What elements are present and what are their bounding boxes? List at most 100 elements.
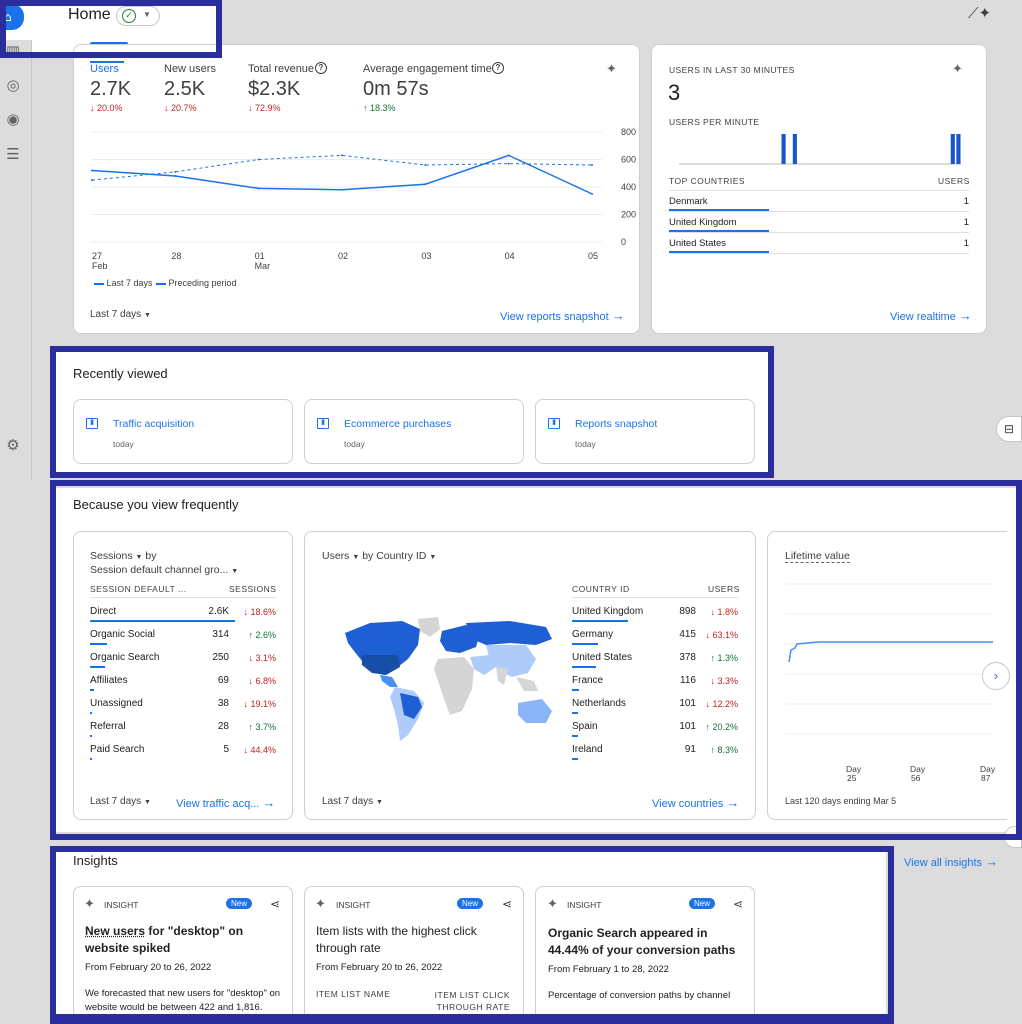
realtime-country-name[interactable]: United Kingdom <box>669 217 737 228</box>
realtime-users-header: USERS <box>938 176 970 186</box>
countries-row-delta: ↓ 63.1% <box>705 630 738 640</box>
map-asia <box>486 645 536 677</box>
help-icon[interactable]: ? <box>492 62 504 74</box>
sessions-row-label[interactable]: Direct <box>90 606 117 617</box>
countries-row-label[interactable]: United States <box>572 652 633 663</box>
separator <box>669 232 969 233</box>
recent-card[interactable] <box>535 399 755 464</box>
countries-row-label[interactable]: Netherlands <box>572 698 626 709</box>
share-icon[interactable]: ⋖ <box>270 897 281 911</box>
recent-card[interactable] <box>304 399 524 464</box>
arrow-right-icon: → <box>726 795 740 810</box>
sessions-row-label[interactable]: Affiliates <box>90 675 128 686</box>
view-countries-link[interactable]: View countries → <box>652 795 739 810</box>
reports-icon[interactable]: ▥ <box>5 42 21 60</box>
x-tick-label: 27 <box>92 251 102 261</box>
countries-row-label[interactable]: United Kingdom <box>572 606 644 617</box>
ltv-x-tick-top: Day <box>910 764 926 774</box>
feedback-icon[interactable]: ⊟ <box>996 416 1022 442</box>
series-point <box>174 175 177 177</box>
explore-icon[interactable]: ◎ <box>6 76 20 94</box>
sessions-row-label[interactable]: Organic Social <box>90 629 156 640</box>
countries-row-label[interactable]: Germany <box>572 629 614 640</box>
arrow-right-icon: → <box>262 795 276 810</box>
recent-card[interactable] <box>73 399 293 464</box>
next-card-button[interactable]: › <box>982 662 1010 690</box>
view-all-insights-link[interactable]: View all insights → <box>904 854 998 869</box>
series-current-line <box>91 154 593 195</box>
realtime-title: USERS IN LAST 30 MINUTES <box>669 65 795 75</box>
realtime-country-name[interactable]: United States <box>669 238 727 249</box>
sessions-row-label[interactable]: Unassigned <box>90 698 143 709</box>
sessions-row-label[interactable]: Organic Search <box>90 652 160 663</box>
countries-metric-dropdown[interactable]: Users ▼ by Country ID ▼ <box>322 550 436 562</box>
chevron-down-icon: ▼ <box>143 10 151 19</box>
view-realtime-link[interactable]: View realtime → <box>890 308 972 323</box>
insight-card-organic-search[interactable] <box>535 886 755 1024</box>
insight-body: Percentage of conversion paths by channe… <box>548 990 731 1001</box>
map-usa <box>362 655 400 675</box>
y-tick-label: 200 <box>621 210 636 220</box>
map-australia <box>518 699 552 723</box>
countries-row-label[interactable]: France <box>572 675 604 686</box>
series-point <box>91 169 93 172</box>
sessions-row-label[interactable]: Referral <box>90 721 126 732</box>
summary-date-dropdown[interactable]: Last 7 days ▼ <box>90 309 151 320</box>
share-icon[interactable]: ⋖ <box>733 897 744 911</box>
series-point <box>341 154 343 157</box>
map-southeast-asia <box>516 677 538 691</box>
configure-icon[interactable]: ☰ <box>6 145 20 163</box>
view-reports-snapshot-link[interactable]: View reports snapshot → <box>500 308 625 323</box>
dropdown-arrow-icon: ▼ <box>135 554 143 561</box>
series-point <box>507 162 510 165</box>
countries-row-value: 101 <box>679 721 696 732</box>
x-tick-month: Feb <box>92 261 108 271</box>
settings-gear-icon[interactable]: ⚙ <box>6 436 20 454</box>
share-icon[interactable]: ⋖ <box>502 897 513 911</box>
countries-row-label[interactable]: Spain <box>572 721 598 732</box>
users-tab-underline <box>90 61 124 63</box>
side-panel-toggle-icon[interactable]: ⊏ <box>1004 826 1022 848</box>
sessions-col1-header: SESSION DEFAULT ... <box>90 584 187 594</box>
realtime-sparkle-icon[interactable]: ✦ <box>952 62 963 77</box>
recent-item-label[interactable]: Reports snapshot <box>575 418 658 430</box>
insight-title-rest: for "desktop" on website spiked <box>85 924 244 955</box>
sessions-date-dropdown[interactable]: Last 7 days ▼ <box>90 796 151 807</box>
countries-date-label: Last 7 days <box>322 796 374 807</box>
dropdown-arrow-icon: ▼ <box>352 554 360 561</box>
countries-date-dropdown[interactable]: Last 7 days ▼ <box>322 796 383 807</box>
realtime-card <box>651 44 987 334</box>
sessions-row-bar <box>90 643 108 645</box>
countries-row-delta: ↓ 1.8% <box>710 607 738 617</box>
summary-date-label: Last 7 days <box>90 309 142 320</box>
realtime-country-bar <box>669 251 769 253</box>
home-icon: ⌂ <box>4 10 12 24</box>
sessions-row-label[interactable]: Paid Search <box>90 744 145 755</box>
insight-card-item-lists[interactable] <box>304 886 524 1024</box>
view-traffic-acquisition-link[interactable]: View traffic acq... → <box>176 795 275 810</box>
countries-row-bar <box>572 735 579 737</box>
recent-item-label[interactable]: Traffic acquisition <box>113 418 195 430</box>
sessions-metric-dropdown[interactable]: Sessions ▼ by <box>90 550 156 562</box>
sessions-row-bar <box>90 620 235 622</box>
advertising-icon[interactable]: ◉ <box>6 110 20 128</box>
sessions-row-value: 314 <box>212 629 229 640</box>
realtime-country-users: 1 <box>963 238 969 249</box>
sessions-row-value: 2.6K <box>208 606 229 617</box>
metric-label[interactable]: Users <box>90 63 119 75</box>
view-all-insights-label: View all insights <box>904 857 983 869</box>
realtime-value: 3 <box>668 80 681 105</box>
sessions-row-bar <box>90 735 92 737</box>
series-point <box>424 164 427 166</box>
sparkle-icon[interactable]: ✦ <box>606 62 617 77</box>
countries-row-label[interactable]: Ireland <box>572 744 603 755</box>
insights-title: Insights <box>73 853 118 868</box>
insights-sparkle-icon[interactable]: ⟋✦ <box>968 4 992 22</box>
sessions-dimension-dropdown[interactable]: Session default channel gro... ▼ <box>90 564 238 576</box>
realtime-country-name[interactable]: Denmark <box>669 196 708 207</box>
status-chip[interactable]: ✓ ▼ <box>116 6 160 26</box>
recent-item-label[interactable]: Ecommerce purchases <box>344 418 452 430</box>
help-icon[interactable]: ? <box>315 62 327 74</box>
series-point <box>507 154 510 157</box>
insight-card-desktop[interactable] <box>73 886 293 1024</box>
